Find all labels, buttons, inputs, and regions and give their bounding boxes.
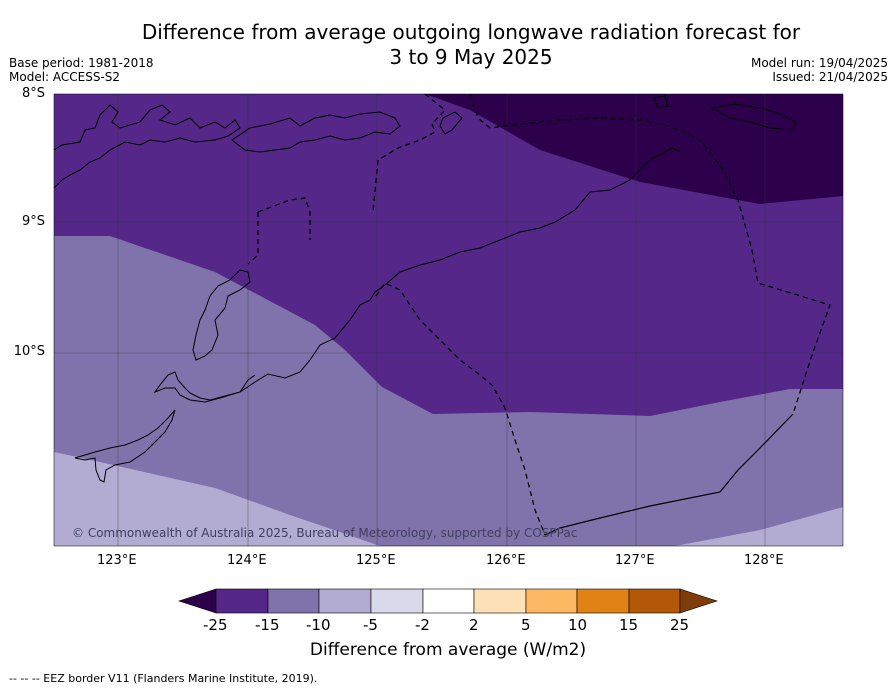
eez-solid-segment xyxy=(544,413,794,536)
map-title: Difference from average outgoing longwav… xyxy=(0,20,896,70)
cb-swatch-6 xyxy=(473,588,527,614)
lon-label-128e: 128°E xyxy=(744,553,784,568)
cb-swatch-2 xyxy=(267,588,320,614)
footnote-eez: -- -- -- EEZ border V11 (Flanders Marine… xyxy=(9,672,318,685)
cb-tick-9: 25 xyxy=(670,616,690,634)
lon-label-124e: 124°E xyxy=(227,553,267,568)
cb-tick-8: 15 xyxy=(619,616,639,634)
field-neg10-neg5-east xyxy=(675,507,843,546)
cb-tick-1: -15 xyxy=(255,616,280,634)
coastlines xyxy=(54,95,797,483)
cb-swatch-4 xyxy=(370,588,424,614)
lon-label-127e: 127°E xyxy=(615,553,655,568)
cb-tick-3: -5 xyxy=(363,616,378,634)
map-frame xyxy=(54,94,843,546)
cb-swatch-8 xyxy=(576,588,630,614)
title-line-2: 3 to 9 May 2025 xyxy=(389,45,553,69)
issued-date: Issued: 21/04/2025 xyxy=(772,70,888,84)
lon-label-123e: 123°E xyxy=(97,553,137,568)
meta-left: Base period: 1981-2018 Model: ACCESS-S2 xyxy=(9,56,154,84)
field-neg15-neg10 xyxy=(54,236,843,546)
lat-label-10s: 10°S xyxy=(13,344,45,359)
cb-lower-extension xyxy=(178,588,217,614)
map-copyright: © Commonwealth of Australia 2025, Bureau… xyxy=(72,526,578,540)
colorbar-title: Difference from average (W/m2) xyxy=(309,640,587,660)
cb-tick-4: -2 xyxy=(415,616,430,634)
model-name: Model: ACCESS-S2 xyxy=(9,70,121,84)
lon-label-125e: 125°E xyxy=(356,553,396,568)
cb-tick-2: -10 xyxy=(306,616,331,634)
cb-tick-0: -25 xyxy=(203,616,228,634)
cb-swatch-9 xyxy=(628,588,681,614)
cb-swatch-7 xyxy=(525,588,578,614)
lat-label-8s: 8°S xyxy=(21,86,45,101)
cb-swatch-5 xyxy=(422,588,475,614)
cb-tick-6: 5 xyxy=(521,616,531,634)
lon-label-126e: 126°E xyxy=(486,553,526,568)
graticule xyxy=(54,94,843,546)
base-period: Base period: 1981-2018 xyxy=(9,56,154,70)
cb-tick-5: 2 xyxy=(469,616,479,634)
title-line-1: Difference from average outgoing longwav… xyxy=(141,20,801,44)
lat-label-9s: 9°S xyxy=(21,214,45,229)
meta-right: Model run: 19/04/2025 Issued: 21/04/2025 xyxy=(751,56,888,84)
model-run: Model run: 19/04/2025 xyxy=(750,56,888,70)
cb-tick-7: 10 xyxy=(568,616,588,634)
cb-swatch-1 xyxy=(215,588,269,614)
colorbar xyxy=(178,588,718,614)
eez-border xyxy=(247,94,831,536)
map-border xyxy=(53,93,844,547)
cb-upper-extension xyxy=(679,588,718,614)
field-neg10-neg5 xyxy=(54,452,380,546)
cb-swatch-3 xyxy=(318,588,372,614)
